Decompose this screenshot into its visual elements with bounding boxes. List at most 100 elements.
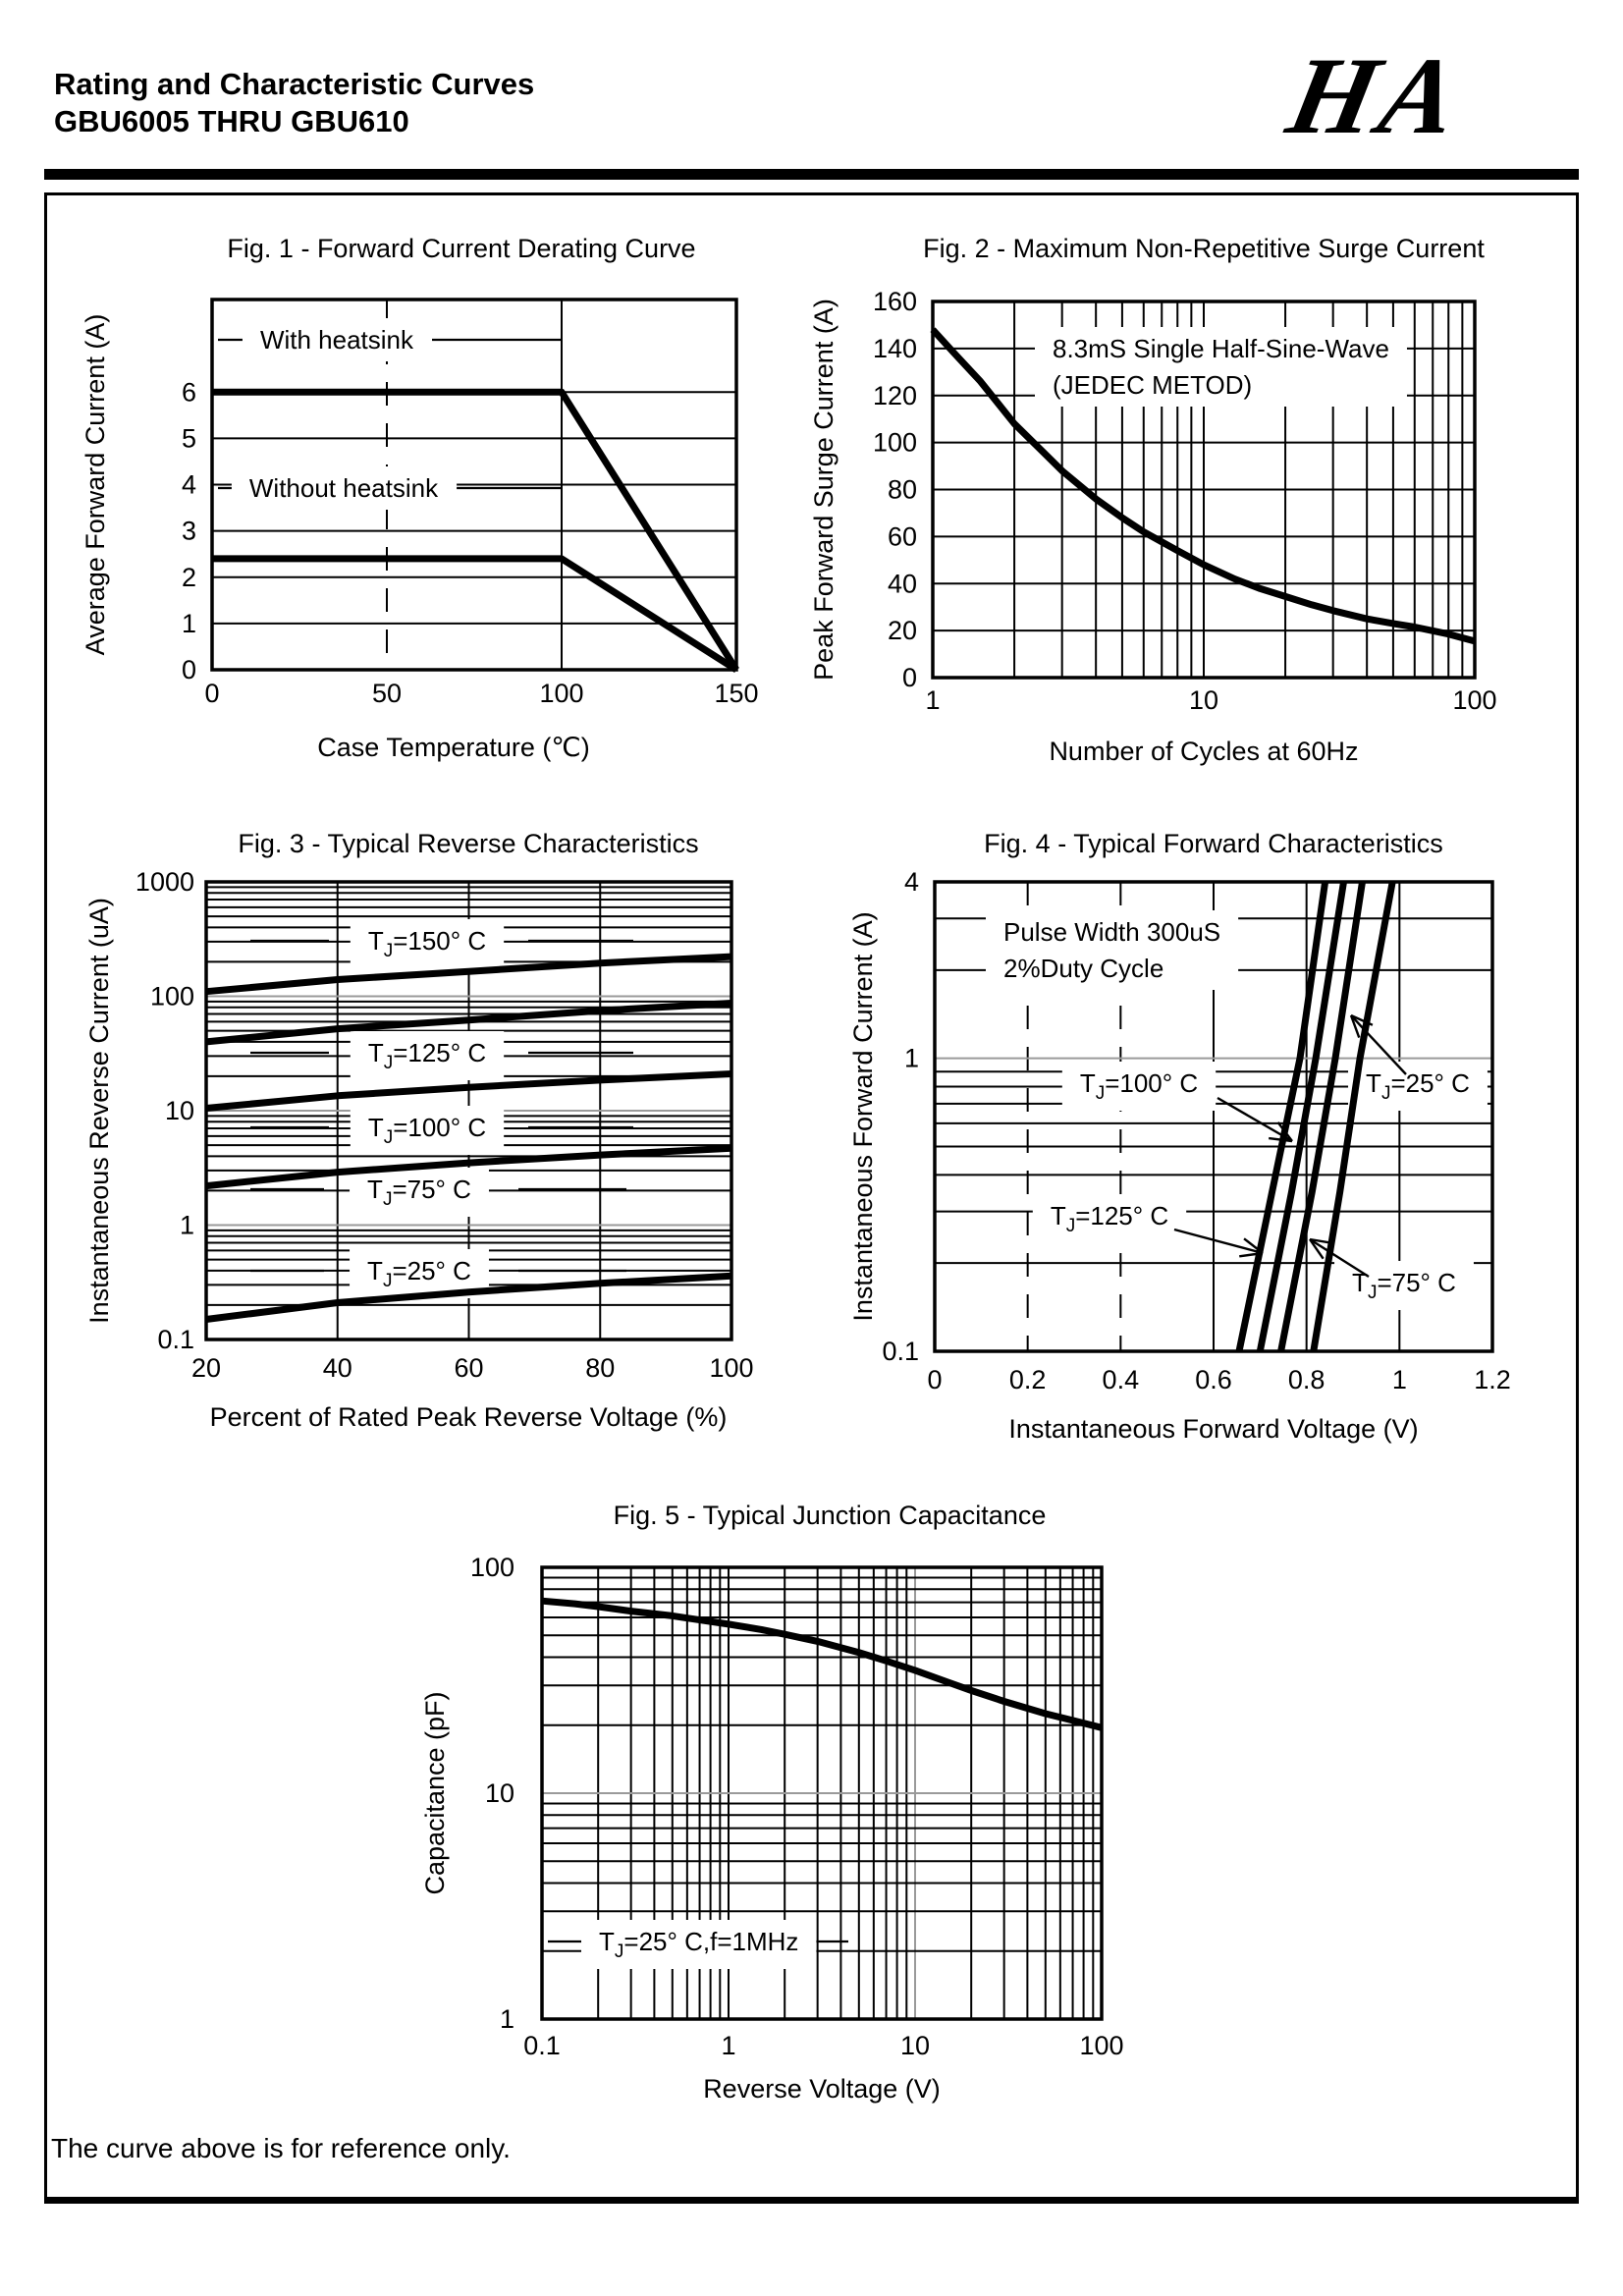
annotations: TJ=150° C TJ=125° C TJ=100° C TJ=75° C TJ=25… [250, 919, 633, 1298]
header-rule [44, 169, 1579, 180]
plot-border [540, 1565, 1104, 2021]
annotation: TJ=25° C,f=1MHz [548, 1920, 848, 1969]
content-border-box [44, 192, 1579, 2204]
x-tick-label: 0 [204, 679, 219, 708]
y-axis-title: Average Forward Current (A) [81, 314, 110, 656]
annotation-label: TJ=150° C [368, 926, 486, 961]
x-tick-label: 100 [1452, 685, 1496, 715]
y-tick-label: 100 [873, 428, 917, 458]
series-curve [1277, 881, 1366, 1352]
annotation-label: 2%Duty Cycle [1003, 954, 1163, 983]
figure-title: Fig. 1 - Forward Current Derating Curve [227, 234, 695, 263]
series-curve [212, 388, 739, 672]
annotation-label: TJ=100° C [1080, 1068, 1198, 1104]
y-tick-label: 1 [904, 1044, 919, 1073]
y-tick-label: 6 [182, 377, 196, 407]
y-axis-title: Instantaneous Forward Current (A) [848, 911, 878, 1321]
y-tick-label: 0.1 [882, 1337, 919, 1366]
gridlines [542, 1567, 1102, 2019]
x-axis-title: Reverse Voltage (V) [703, 2074, 941, 2104]
x-tick-label: 0.8 [1288, 1365, 1325, 1394]
annotation-label: TJ=25° C [367, 1256, 471, 1291]
annotation: TJ=75° C [1334, 1261, 1474, 1310]
data-curves [212, 388, 739, 673]
x-tick-label: 10 [900, 2031, 930, 2060]
annotations: 8.3mS Single Half-Sine-Wave (JEDEC METOD) [1035, 327, 1407, 407]
annotation-label: Pulse Width 300uS [1003, 917, 1220, 947]
series-curve [1235, 881, 1329, 1352]
annotations: Pulse Width 300uS 2%Duty Cycle TJ=100° C TJ… [986, 910, 1488, 1310]
annotation-box [242, 318, 433, 361]
y-tick-label: 10 [485, 1778, 514, 1808]
x-axis-title: Number of Cycles at 60Hz [1049, 737, 1358, 766]
x-tick-label: 10 [1189, 685, 1218, 715]
y-tick-label: 100 [470, 1553, 514, 1582]
annotation-box [986, 910, 1239, 990]
x-axis-title: Instantaneous Forward Voltage (V) [1008, 1414, 1418, 1444]
x-tick-label: 150 [714, 679, 758, 708]
y-tick-label: 100 [150, 982, 194, 1011]
annotation-box [350, 1031, 505, 1080]
y-tick-label: 20 [888, 616, 917, 645]
y-tick-label: 4 [182, 470, 196, 500]
x-tick-label: 1 [721, 2031, 735, 2060]
part-number-range: GBU6005 THRU GBU610 [54, 104, 409, 138]
x-tick-label: 0.4 [1103, 1365, 1140, 1394]
series-curve [205, 1000, 732, 1046]
annotation-box [350, 1106, 505, 1155]
annotation-box [581, 1920, 817, 1969]
annotation-arrows [1173, 1013, 1407, 1279]
annotation-label: With heatsink [260, 325, 414, 355]
y-tick-label: 40 [888, 569, 917, 598]
brand-logo: HA [1277, 35, 1476, 157]
annotation-box [1061, 1062, 1217, 1111]
gridlines [206, 882, 731, 1339]
y-tick-label: 120 [873, 381, 917, 410]
annotation-label: TJ=75° C [1352, 1268, 1456, 1303]
page-title: Rating and Characteristic Curves [54, 67, 535, 101]
figure-title: Fig. 4 - Typical Forward Characteristics [984, 830, 1443, 858]
y-tick-label: 0 [182, 655, 196, 684]
annotation: TJ=25° C [250, 1249, 626, 1298]
x-tick-label: 0.1 [523, 2031, 561, 2060]
x-tick-label: 80 [585, 1353, 615, 1383]
axis-labels: 20 40 60 80 100 1000 100 10 1 0.1 Fig. 3 - Typical… [84, 830, 754, 1432]
y-tick-label: 1 [180, 1211, 194, 1240]
annotation-box [1348, 1062, 1488, 1111]
series-curve [930, 327, 1476, 645]
y-tick-label: 80 [888, 475, 917, 505]
annotation-box [350, 919, 505, 968]
figure-title: Fig. 3 - Typical Reverse Characteristics [238, 830, 698, 858]
x-tick-label: 1.2 [1474, 1365, 1511, 1394]
y-tick-label: 140 [873, 334, 917, 363]
axis-labels: 0.1 1 10 100 100 10 1 Fig. 5 - Typical Junction… [420, 1501, 1124, 2104]
series-curve [541, 1597, 1103, 1731]
plot-border [210, 298, 738, 672]
series-curve [1310, 881, 1396, 1352]
axis-labels: 0 0.2 0.4 0.6 0.8 1 1.2 4 1 0.1 Fig. 4 - Typical F… [848, 830, 1511, 1444]
annotation-box [350, 1168, 489, 1217]
annotation-box [1035, 327, 1407, 407]
x-tick-label: 0.2 [1009, 1365, 1047, 1394]
series-curve [205, 1272, 732, 1323]
x-tick-label: 1 [925, 685, 940, 715]
series-curve [205, 953, 732, 996]
annotation: Without heatsink [218, 466, 563, 510]
x-tick-label: 0 [927, 1365, 942, 1394]
annotation: TJ=25° C [1348, 1062, 1488, 1111]
annotation: 8.3mS Single Half-Sine-Wave (JEDEC METOD) [1035, 327, 1407, 407]
fig1-chart: With heatsink Without heatsink 0 50 100 150 0 1… [81, 234, 759, 762]
plot-border [933, 880, 1494, 1353]
data-curves [930, 327, 1476, 645]
data-curves [541, 1597, 1103, 1731]
y-axis-title: Capacitance (pF) [420, 1691, 450, 1894]
figure-title: Fig. 2 - Maximum Non-Repetitive Surge Cu… [923, 234, 1485, 263]
annotation: TJ=125° C [1032, 1194, 1187, 1243]
annotation: TJ=150° C [250, 919, 633, 968]
x-tick-label: 40 [323, 1353, 352, 1383]
annotation-label: Without heatsink [249, 473, 439, 503]
annotation-label: (JEDEC METOD) [1053, 370, 1252, 400]
plot-border [204, 880, 733, 1341]
y-tick-label: 3 [182, 517, 196, 546]
annotation: TJ=100° C [250, 1106, 633, 1155]
